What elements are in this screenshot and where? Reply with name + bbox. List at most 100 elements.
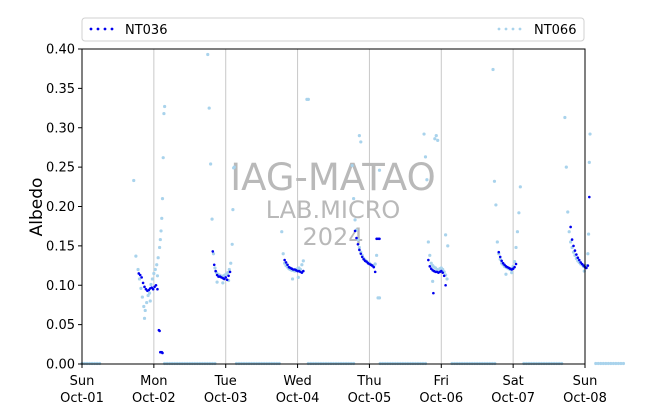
point-nt036: [353, 229, 357, 233]
point-nt036: [286, 263, 289, 267]
point-nt066: [300, 263, 304, 267]
point-nt036: [500, 259, 503, 263]
point-nt066: [132, 178, 136, 183]
point-nt066: [280, 230, 284, 234]
point-nt066: [160, 216, 164, 220]
point-nt066: [357, 134, 361, 138]
point-nt066: [517, 211, 521, 215]
point-nt066: [150, 277, 155, 281]
point-nt066: [495, 240, 499, 244]
point-nt066: [436, 138, 440, 142]
x-tick-label-date: Oct-05: [348, 391, 392, 406]
point-nt066: [158, 245, 162, 250]
point-nt066: [301, 259, 305, 263]
point-nt036: [497, 250, 501, 254]
point-nt066: [146, 293, 150, 298]
point-nt066: [609, 361, 613, 366]
point-nt066: [226, 271, 230, 275]
series-nt036: [137, 195, 591, 355]
point-nt066: [357, 245, 361, 250]
point-nt066: [377, 296, 382, 300]
point-nt036: [212, 263, 216, 267]
y-tick-label: 0.30: [46, 121, 75, 136]
point-nt066: [137, 277, 142, 281]
point-nt066: [158, 237, 162, 242]
y-tick-label: 0.20: [46, 200, 75, 215]
point-nt066: [588, 132, 592, 136]
point-nt036: [442, 274, 446, 278]
point-nt036: [356, 243, 360, 246]
point-nt036: [575, 253, 578, 256]
y-tick-label: 0.15: [46, 239, 75, 254]
point-nt036: [514, 262, 518, 266]
point-nt036: [141, 281, 145, 285]
point-nt066: [594, 361, 598, 366]
grid: [153, 49, 514, 364]
point-nt036: [444, 283, 447, 287]
x-tick-label-date: Oct-04: [276, 391, 320, 406]
x-tick-label-date: Oct-08: [563, 391, 607, 406]
point-nt036: [588, 195, 591, 199]
point-nt066: [428, 253, 432, 257]
x-tick-label-day: Mon: [140, 374, 167, 389]
legend-label-nt036: NT036: [125, 23, 167, 38]
point-nt066: [143, 308, 147, 313]
point-nt066: [213, 266, 217, 270]
point-nt036: [355, 236, 358, 240]
point-nt066: [161, 156, 165, 160]
x-tick-label-date: Oct-03: [204, 391, 248, 406]
point-nt066: [619, 361, 623, 366]
legend-box: [81, 17, 585, 42]
point-nt066: [606, 361, 610, 366]
x-tick-label-day: Thu: [356, 374, 381, 389]
point-nt066: [160, 197, 165, 201]
point-nt066: [512, 260, 517, 264]
point-nt066: [227, 267, 231, 272]
point-nt036: [570, 238, 574, 241]
point-nt066: [375, 253, 379, 257]
point-nt066: [210, 217, 214, 221]
x-tick-label-day: Wed: [283, 374, 311, 389]
point-nt036: [372, 265, 376, 269]
point-nt066: [156, 256, 160, 260]
point-nt066: [145, 300, 149, 305]
point-nt036: [428, 265, 432, 268]
point-nt066: [604, 361, 608, 366]
point-nt036: [432, 291, 435, 295]
point-nt066: [614, 361, 618, 366]
point-nt036: [585, 266, 588, 270]
point-nt066: [587, 160, 591, 164]
y-tick-label: 0.25: [46, 161, 75, 176]
point-nt036: [572, 244, 575, 248]
point-nt036: [161, 351, 164, 355]
point-nt066: [422, 132, 426, 136]
y-tick-label: 0.10: [46, 279, 75, 294]
point-nt036: [576, 256, 580, 259]
point-nt066: [231, 208, 235, 212]
point-nt066: [211, 252, 216, 256]
point-nt066: [611, 361, 615, 366]
point-nt036: [577, 258, 581, 262]
point-nt066: [423, 155, 428, 159]
point-nt066: [429, 261, 433, 265]
point-nt066: [443, 233, 448, 237]
point-nt036: [569, 225, 572, 229]
legend: NT036 NT066: [81, 17, 585, 42]
point-nt036: [359, 252, 363, 256]
point-nt036: [498, 255, 502, 259]
point-nt066: [433, 137, 437, 141]
point-nt066: [567, 230, 571, 234]
y-axis-title: Albedo: [27, 178, 47, 237]
point-nt066: [306, 97, 310, 101]
point-nt066: [148, 299, 152, 303]
point-nt066: [586, 252, 590, 256]
point-nt066: [350, 163, 354, 168]
point-nt066: [229, 261, 233, 265]
point-nt036: [573, 249, 577, 252]
y-tick-label: 0.00: [46, 358, 75, 373]
watermark-line-3: 2024: [302, 223, 363, 251]
point-nt066: [221, 281, 225, 285]
point-nt066: [426, 240, 430, 244]
point-nt066: [152, 271, 156, 276]
